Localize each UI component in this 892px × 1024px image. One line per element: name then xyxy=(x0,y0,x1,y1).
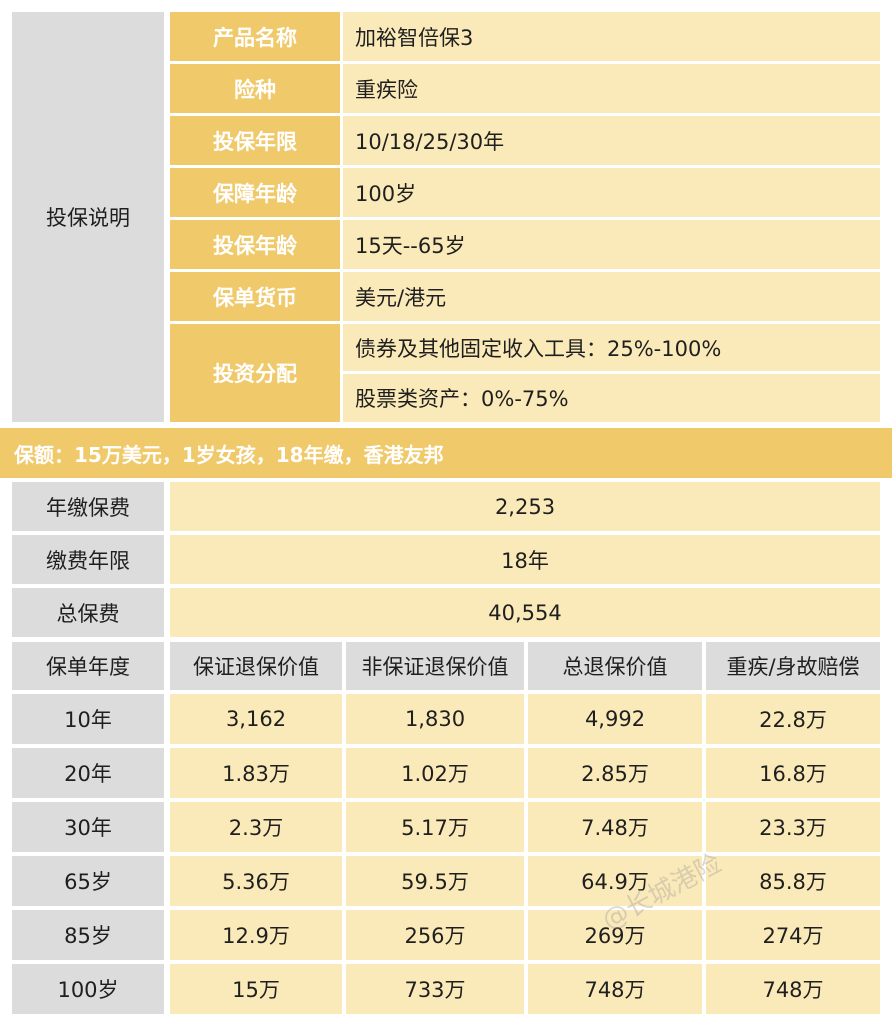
table-cell-guaranteed: 12.9万 xyxy=(170,910,342,960)
table-cell-non-guaranteed: 1,830 xyxy=(346,694,524,744)
premium-label-total: 总保费 xyxy=(12,588,164,637)
table-cell-non-guaranteed: 59.5万 xyxy=(346,856,524,906)
table-cell-claim: 85.8万 xyxy=(706,856,880,906)
table-cell-guaranteed: 1.83万 xyxy=(170,748,342,798)
table-header-guaranteed: 保证退保价值 xyxy=(170,642,342,690)
table-cell-claim: 748万 xyxy=(706,964,880,1014)
table-cell-non-guaranteed: 256万 xyxy=(346,910,524,960)
info-value-payment-term: 10/18/25/30年 xyxy=(343,116,880,165)
info-value-entry-age: 15天--65岁 xyxy=(343,220,880,269)
table-cell-guaranteed: 5.36万 xyxy=(170,856,342,906)
info-label-currency: 保单货币 xyxy=(170,272,340,321)
table-cell-year: 10年 xyxy=(12,694,164,744)
table-cell-claim: 22.8万 xyxy=(706,694,880,744)
table-cell-year: 30年 xyxy=(12,802,164,852)
info-value-insurance-type: 重疾险 xyxy=(343,64,880,113)
table-cell-year: 20年 xyxy=(12,748,164,798)
table-cell-non-guaranteed: 1.02万 xyxy=(346,748,524,798)
table-header-policy-year: 保单年度 xyxy=(12,642,164,690)
table-cell-guaranteed: 2.3万 xyxy=(170,802,342,852)
table-cell-total: 748万 xyxy=(528,964,702,1014)
info-label-entry-age: 投保年龄 xyxy=(170,220,340,269)
info-value-product-name: 加裕智倍保3 xyxy=(343,12,880,61)
table-cell-total: 64.9万 xyxy=(528,856,702,906)
section-label: 投保说明 xyxy=(12,12,164,422)
table-cell-non-guaranteed: 5.17万 xyxy=(346,802,524,852)
table-cell-claim: 274万 xyxy=(706,910,880,960)
table-cell-non-guaranteed: 733万 xyxy=(346,964,524,1014)
table-cell-year: 100岁 xyxy=(12,964,164,1014)
table-cell-total: 7.48万 xyxy=(528,802,702,852)
premium-label-term: 缴费年限 xyxy=(12,535,164,584)
info-value-coverage-age: 100岁 xyxy=(343,168,880,217)
table-cell-total: 2.85万 xyxy=(528,748,702,798)
info-label-allocation: 投资分配 xyxy=(170,324,340,422)
table-cell-year: 65岁 xyxy=(12,856,164,906)
info-value-currency: 美元/港元 xyxy=(343,272,880,321)
table-cell-total: 4,992 xyxy=(528,694,702,744)
premium-label-annual: 年缴保费 xyxy=(12,482,164,531)
info-label-insurance-type: 险种 xyxy=(170,64,340,113)
coverage-banner: 保额：15万美元，1岁女孩，18年缴，香港友邦 xyxy=(0,428,892,478)
table-cell-claim: 23.3万 xyxy=(706,802,880,852)
table-cell-total: 269万 xyxy=(528,910,702,960)
info-label-coverage-age: 保障年龄 xyxy=(170,168,340,217)
premium-value-total: 40,554 xyxy=(170,588,880,637)
table-header-non-guaranteed: 非保证退保价值 xyxy=(346,642,524,690)
premium-value-annual: 2,253 xyxy=(170,482,880,531)
table-cell-claim: 16.8万 xyxy=(706,748,880,798)
allocation-stocks: 股票类资产：0%-75% xyxy=(343,374,880,422)
section-label-text: 投保说明 xyxy=(46,206,130,230)
table-cell-guaranteed: 15万 xyxy=(170,964,342,1014)
table-header-claim: 重疾/身故赔偿 xyxy=(706,642,880,690)
allocation-bonds: 债券及其他固定收入工具：25%-100% xyxy=(343,324,880,371)
table-cell-guaranteed: 3,162 xyxy=(170,694,342,744)
info-label-product-name: 产品名称 xyxy=(170,12,340,61)
table-cell-year: 85岁 xyxy=(12,910,164,960)
premium-value-term: 18年 xyxy=(170,535,880,584)
info-label-payment-term: 投保年限 xyxy=(170,116,340,165)
table-header-total: 总退保价值 xyxy=(528,642,702,690)
